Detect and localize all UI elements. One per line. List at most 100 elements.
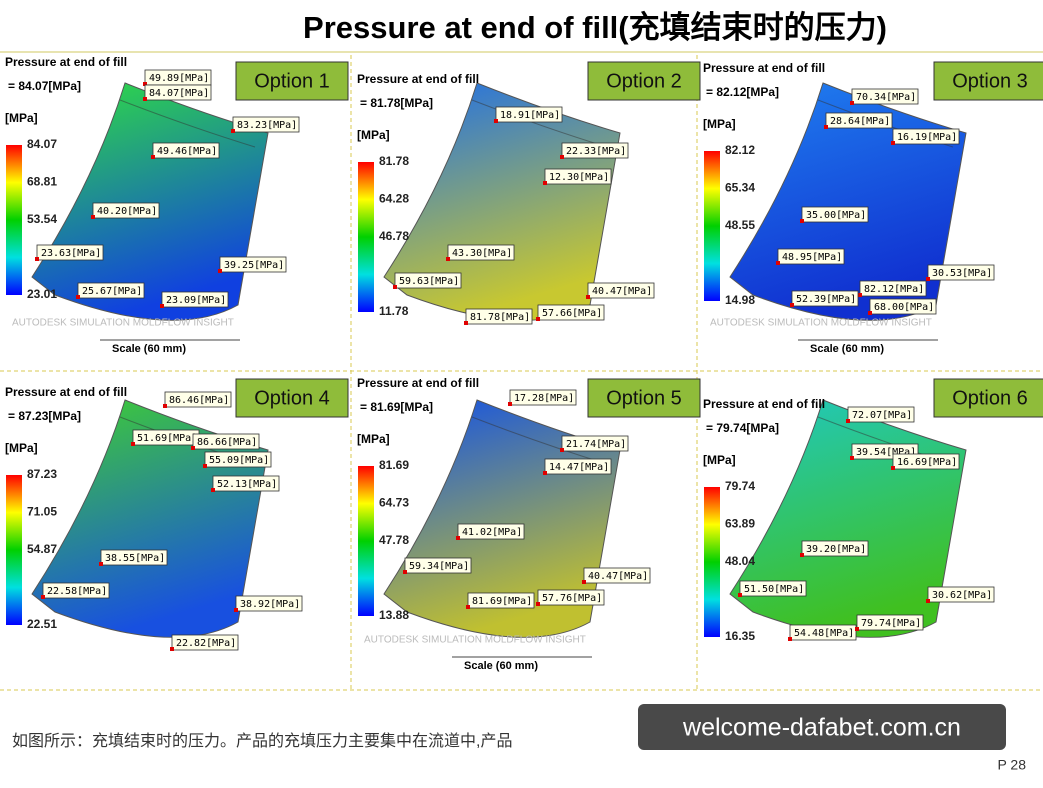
callout-box (204, 451, 272, 468)
callout-pin (543, 181, 547, 185)
callout-label: 51.50[MPa] (744, 584, 804, 595)
max-pressure: = 82.12[MPa] (706, 85, 779, 99)
callout-pin (143, 97, 147, 101)
callout-label: 30.53[MPa] (932, 268, 992, 279)
heading: Pressure at end of fill (703, 397, 825, 411)
scale-label: 11.78 (379, 304, 409, 318)
callout-box (825, 112, 893, 129)
max-pressure: = 84.07[MPa] (8, 79, 81, 93)
callout-label: 68.00[MPa] (874, 302, 934, 313)
option-box (587, 61, 701, 101)
callout-box (212, 475, 280, 492)
brand: AUTODESK SIMULATION MOLDFLOW INSIGHT (12, 318, 234, 329)
heading: Pressure at end of fill (357, 376, 479, 390)
callout-pin (560, 155, 564, 159)
panels: Pressure at end of fill = 84.07[MPa] [MPa]… (5, 55, 1043, 672)
max-pressure: = 79.74[MPa] (706, 421, 779, 435)
scale-label: 84.07 (27, 137, 57, 151)
unit: [MPa] (5, 111, 38, 125)
callout-box (77, 282, 145, 299)
watermark: welcome-dafabet.com.cn (682, 714, 961, 742)
callout-pin (41, 595, 45, 599)
scale-label: 82.12 (725, 143, 755, 157)
callout-pin (170, 647, 174, 651)
slide-title: Pressure at end of fill(充填结束时的压力) (303, 10, 887, 45)
callout-label: 48.95[MPa] (782, 252, 842, 263)
callout-box (583, 567, 651, 584)
callout-box (232, 116, 300, 133)
callout-label: 59.34[MPa] (409, 561, 469, 572)
unit: [MPa] (703, 117, 736, 131)
unit: [MPa] (357, 432, 390, 446)
callout-label: 28.64[MPa] (830, 116, 890, 127)
callout-pin (211, 488, 215, 492)
callout-label: 57.66[MPa] (542, 308, 602, 319)
callout-pin (234, 608, 238, 612)
unit: [MPa] (357, 128, 390, 142)
callout-label: 43.30[MPa] (452, 248, 512, 259)
result-panel: Pressure at end of fill = 84.07[MPa] [MPa]… (5, 55, 349, 355)
callout-label: 55.09[MPa] (209, 455, 269, 466)
callout-label: 83.23[MPa] (237, 120, 297, 131)
callout-pin (776, 261, 780, 265)
callout-box (92, 202, 160, 219)
scale-label: 64.73 (379, 496, 409, 510)
callout-pin (203, 464, 207, 468)
scale-label: 81.78 (379, 154, 409, 168)
option-label: Option 5 (606, 387, 682, 409)
option-label: Option 2 (606, 70, 682, 92)
callout-label: 40.47[MPa] (592, 286, 652, 297)
scale-label: 79.74 (725, 479, 755, 493)
callout-pin (466, 605, 470, 609)
callout-label: 49.46[MPa] (157, 146, 217, 157)
callout-pin (858, 293, 862, 297)
callout-box (777, 248, 845, 265)
callout-pin (582, 580, 586, 584)
callout-label: 38.55[MPa] (105, 553, 165, 564)
callout-pin (926, 277, 930, 281)
callout-box (927, 586, 995, 603)
callout-pin (456, 536, 460, 540)
heading: Pressure at end of fill (5, 385, 127, 399)
callout-label: 30.62[MPa] (932, 590, 992, 601)
callout-label: 38.92[MPa] (240, 599, 300, 610)
brand: AUTODESK SIMULATION MOLDFLOW INSIGHT (364, 635, 586, 646)
scale-label: 48.55 (725, 218, 755, 232)
option-box (587, 378, 701, 418)
callout-box (789, 624, 857, 641)
callout-pin (738, 593, 742, 597)
scale-label: 63.89 (725, 517, 755, 531)
callout-pin (543, 471, 547, 475)
callout-box (537, 304, 605, 321)
callout-label: 18.91[MPa] (500, 110, 560, 121)
scale-label: 81.69 (379, 458, 409, 472)
callout-pin (850, 101, 854, 105)
scale-label: 16.35 (725, 629, 755, 643)
brand: AUTODESK SIMULATION MOLDFLOW INSIGHT (710, 318, 932, 329)
option-box (235, 378, 349, 418)
callout-label: 86.46[MPa] (169, 395, 229, 406)
scale-label: 13.88 (379, 608, 409, 622)
callout-label: 25.67[MPa] (82, 286, 142, 297)
max-pressure: = 81.69[MPa] (360, 400, 433, 414)
callout-box (859, 280, 927, 297)
callout-pin (536, 602, 540, 606)
callout-box (892, 453, 960, 470)
callout-label: 39.20[MPa] (806, 544, 866, 555)
callout-label: 72.07[MPa] (852, 410, 912, 421)
callout-label: 49.89[MPa] (149, 73, 209, 84)
callout-pin (163, 404, 167, 408)
scale-label: 54.87 (27, 542, 57, 556)
callout-label: 17.28[MPa] (514, 393, 574, 404)
callout-pin (191, 446, 195, 450)
heading: Pressure at end of fill (357, 72, 479, 86)
callout-box (856, 614, 924, 631)
scale-label: 14.98 (725, 293, 755, 307)
callout-pin (824, 125, 828, 129)
callout-box (465, 308, 533, 325)
callout-pin (850, 456, 854, 460)
scale-label: 65.34 (725, 181, 755, 195)
callout-box (235, 595, 303, 612)
scale-label: 22.51 (27, 617, 57, 631)
